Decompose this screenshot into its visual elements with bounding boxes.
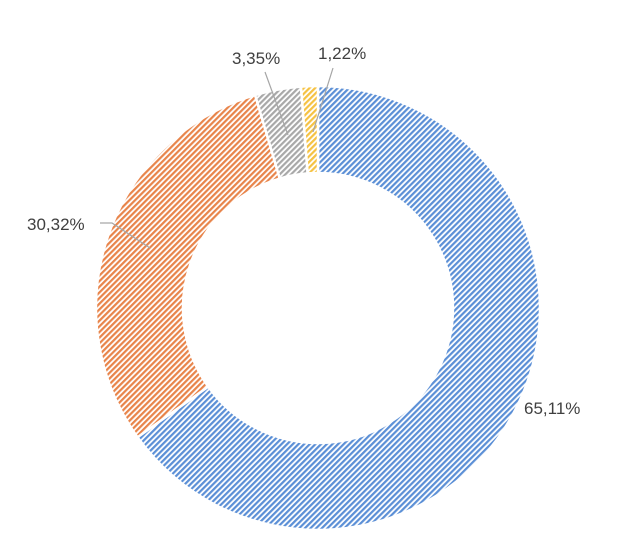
slices-group <box>94 84 542 532</box>
data-labels-group: 65,11% 30,32% 3,35% 1,22% <box>27 44 580 418</box>
slice-30 <box>94 93 282 439</box>
slice-1 <box>299 84 320 175</box>
label-3: 3,35% <box>232 49 280 68</box>
leader-line-3 <box>312 67 334 133</box>
label-65: 65,11% <box>524 399 580 418</box>
label-1: 1,22% <box>318 44 366 63</box>
label-30: 30,32% <box>27 215 85 234</box>
leader-line-2 <box>264 71 289 136</box>
slice-65 <box>135 84 542 532</box>
leader-line-1 <box>100 222 151 249</box>
leader-lines-group <box>100 67 334 249</box>
